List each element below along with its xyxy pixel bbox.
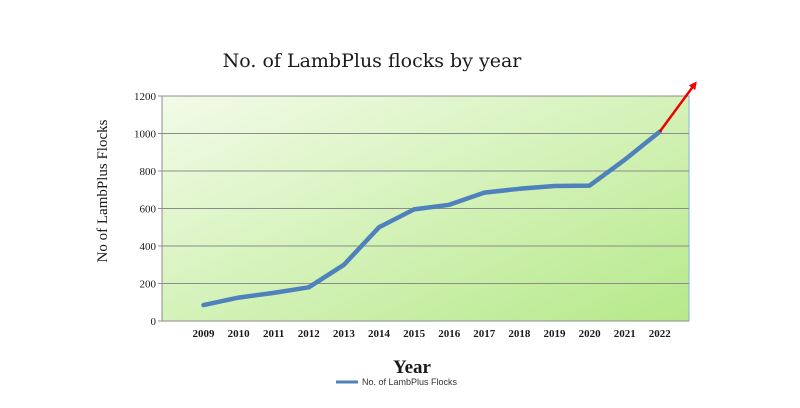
y-tick-label: 200	[140, 279, 157, 291]
series-line	[201, 129, 663, 308]
trend-arrow	[658, 81, 697, 133]
y-axis: 0 200 400 600 800 1000 1200	[134, 91, 162, 328]
y-tick-label: 1200	[134, 91, 157, 103]
y-tick-label: 600	[140, 204, 157, 216]
legend-label: No. of LambPlus Flocks	[362, 377, 458, 387]
x-tick-label: 2011	[263, 328, 284, 340]
x-tick-label: 2021	[614, 328, 636, 340]
x-tick-label: 2014	[368, 328, 391, 340]
x-tick-label: 2013	[333, 328, 356, 340]
x-tick-label: 2010	[228, 328, 251, 340]
y-tick-label: 1000	[134, 129, 157, 141]
x-tick-label: 2019	[544, 328, 567, 340]
y-tick-label: 0	[151, 316, 157, 328]
x-tick-label: 2012	[298, 328, 321, 340]
grid-lines	[162, 95, 689, 284]
x-tick-label: 2020	[579, 328, 602, 340]
x-axis: 2009 2010 2011 2012 2013 2014 2015 2016 2017 2018…	[161, 96, 689, 340]
x-tick-label: 2015	[403, 328, 426, 340]
x-axis-label: Year	[393, 357, 432, 378]
x-tick-label: 2018	[508, 328, 531, 340]
x-tick-label: 2022	[649, 328, 672, 340]
y-axis-label: No of LambPlus Flocks	[95, 119, 111, 262]
y-tick-label: 800	[140, 166, 157, 178]
x-tick-label: 2009	[193, 328, 216, 340]
x-tick-label: 2017	[473, 328, 496, 340]
x-tick-label: 2016	[438, 328, 461, 340]
chart-title: No. of LambPlus flocks by year	[223, 50, 523, 72]
series-group	[201, 81, 697, 308]
y-tick-label: 400	[140, 241, 157, 253]
legend: No. of LambPlus Flocks	[336, 377, 458, 387]
